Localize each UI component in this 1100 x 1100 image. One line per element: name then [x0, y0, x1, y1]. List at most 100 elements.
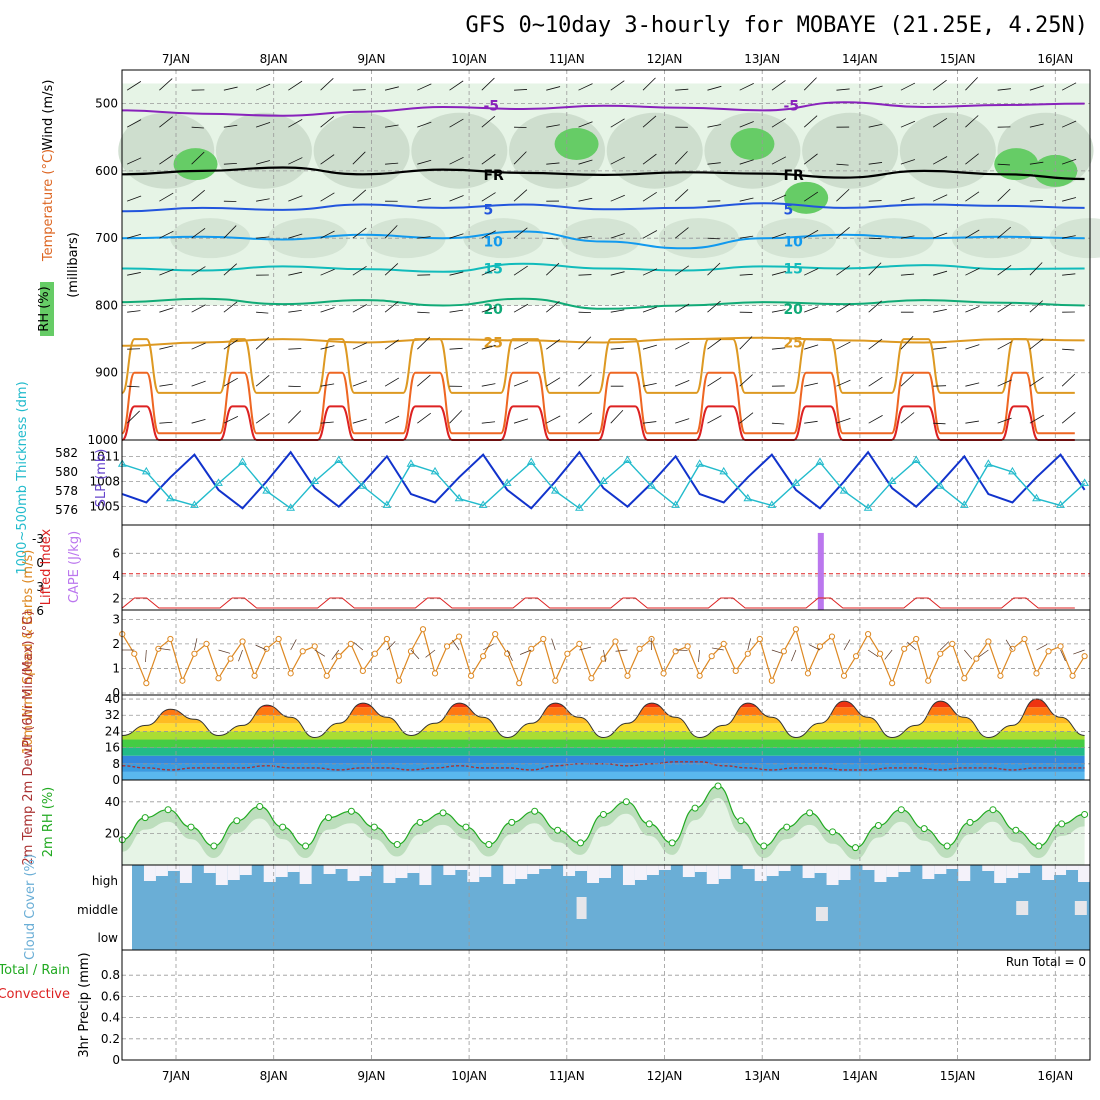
rh-marker: [187, 823, 195, 831]
wind-barb-10m: [579, 646, 592, 651]
wind-speed-marker: [335, 653, 342, 660]
cloud-gap: [467, 865, 480, 882]
wind-barb: [674, 151, 688, 165]
thickness-marker: [526, 457, 536, 465]
wind-barb: [578, 197, 593, 202]
temp-contour-label: 5: [783, 202, 793, 218]
wind-barb: [997, 88, 1011, 91]
cloud-gap-mid: [576, 897, 587, 919]
wind-barb: [1029, 123, 1044, 128]
cloud-gap: [718, 865, 731, 879]
wind-barb: [127, 385, 140, 388]
precip-ylabel: 3hr Precip (mm): [77, 952, 92, 1057]
wind-barb: [546, 262, 560, 276]
temp-band: [122, 699, 1085, 700]
wind-barb: [868, 237, 882, 240]
wind-barb-10m: [386, 641, 396, 651]
rh-blob-green: [730, 128, 775, 160]
wind-barb: [1029, 161, 1044, 165]
temp-contour-line: [122, 101, 1085, 117]
cloud-ylabel: Cloud Cover (%): [23, 854, 38, 960]
rh-marker: [966, 818, 974, 826]
rh-marker: [714, 782, 722, 790]
wind-barb: [352, 227, 367, 239]
thickness-marker: [550, 486, 560, 494]
wind-barb: [836, 265, 851, 276]
wind-barb: [642, 382, 657, 387]
wind-barb: [707, 262, 721, 276]
cloud-gap: [515, 865, 528, 879]
cape-tick-label: 6: [112, 546, 120, 560]
panel-frame: [121, 524, 1091, 611]
cloud-gap: [167, 865, 180, 871]
wind-barb: [288, 271, 303, 276]
wind-speed-marker: [419, 626, 427, 633]
wind-barb: [739, 121, 754, 128]
wind-barb: [804, 268, 819, 276]
cloud-gap-mid: [815, 907, 828, 921]
wind-barb: [578, 159, 593, 165]
wind-barb: [771, 118, 786, 128]
cloud-gap: [946, 865, 959, 869]
date-label-top: 15JAN: [940, 52, 976, 66]
wind-barb: [675, 303, 690, 313]
thickness-marker: [935, 481, 945, 489]
wind-barb: [578, 336, 592, 350]
wind-speed-marker: [455, 633, 463, 640]
wind-barb: [255, 121, 271, 128]
precip-panel: 0 0.2 0.4 0.6 0.8 Run Total = 0: [101, 949, 1091, 1067]
wind-barb: [675, 418, 690, 424]
wind-barb-10m: [410, 649, 420, 660]
wind-barb: [965, 267, 980, 276]
panel-frame: [121, 949, 1091, 1061]
wind-barb: [771, 232, 787, 239]
thickness-marker: [743, 493, 753, 502]
thickness-marker: [478, 500, 488, 508]
dewpoint-line: [122, 761, 1085, 771]
wind-barb: [578, 412, 593, 424]
wind-barb-10m: [551, 638, 556, 651]
wind-speed-marker: [492, 630, 499, 638]
wind-barb: [642, 77, 656, 91]
wind-barb-10m: [238, 649, 243, 662]
wind-barb: [320, 383, 335, 387]
cloud-gap: [215, 865, 228, 885]
wind-speed-marker: [828, 633, 836, 640]
pressure-tick-label: 800: [95, 298, 118, 312]
wind-barb: [868, 262, 882, 276]
temp-contour-line: [122, 202, 1085, 213]
wind-barb-10m: [353, 642, 364, 651]
wind-barb: [965, 77, 978, 91]
cloud-gap: [575, 865, 588, 871]
li-line: [121, 597, 1075, 609]
temp-contour-label: FR: [483, 168, 504, 184]
wind-barb: [836, 88, 850, 91]
wind-barb: [707, 85, 722, 91]
wind-barb: [223, 416, 239, 424]
wind-speed-marker: [1033, 670, 1040, 677]
wind-barb: [159, 192, 174, 202]
wind-barb: [997, 341, 1012, 350]
wind-speed-marker: [431, 670, 439, 677]
wind-barb: [836, 303, 851, 313]
thickness-marker: [358, 481, 368, 489]
wind-barb: [933, 270, 948, 276]
wind-barb: [739, 235, 754, 239]
wind-barb-10m: [940, 641, 950, 651]
temp-tick-label: 8: [112, 757, 120, 771]
wind-barb: [126, 81, 142, 91]
wind-barb-10m: [145, 649, 147, 662]
wind-barb: [965, 191, 980, 202]
wind-barb-10m: [711, 647, 724, 651]
rh-marker: [943, 842, 951, 850]
cloud-gap: [527, 865, 540, 874]
wind-barb: [642, 153, 657, 165]
wind-barb: [481, 77, 495, 91]
rh-marker: [1012, 826, 1020, 834]
wind-barb: [481, 115, 496, 128]
li-tick-label: 3: [36, 580, 44, 594]
wind-speed-marker: [251, 672, 258, 679]
rh-marker: [302, 842, 310, 850]
wind-barb: [1029, 85, 1044, 91]
rh-marker: [554, 826, 562, 834]
